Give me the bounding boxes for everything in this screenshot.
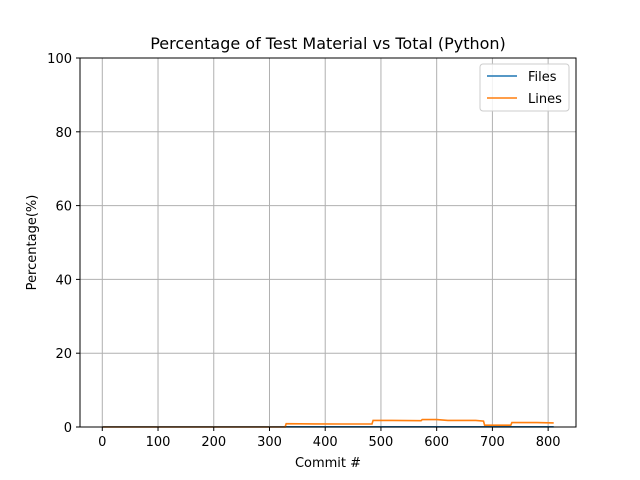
x-tick-label: 200 [201,435,226,450]
y-axis-ticks: 0 20 40 60 80 100 [47,52,80,436]
x-tick-label: 500 [369,435,394,450]
y-tick-label: 40 [55,273,72,288]
y-tick-label: 80 [55,126,72,141]
series-line-lines [102,418,554,428]
x-tick-label: 400 [313,435,338,450]
x-tick-label: 600 [424,435,449,450]
x-tick-label: 300 [257,435,282,450]
x-axis-ticks: 0 100 200 300 400 500 600 700 800 [98,427,561,450]
y-tick-label: 60 [55,200,72,215]
legend: Files Lines [479,63,570,112]
x-tick-label: 0 [98,435,106,450]
x-tick-label: 800 [536,435,561,450]
chart-title: Percentage of Test Material vs Total (Py… [150,34,506,53]
y-tick-label: 0 [64,421,72,436]
x-tick-label: 100 [146,435,171,450]
plot-area-frame [79,57,577,428]
y-tick-label: 20 [55,347,72,362]
x-tick-label: 700 [480,435,505,450]
x-axis-label: Commit # [295,456,361,471]
legend-label-lines: Lines [528,92,562,107]
legend-label-files: Files [528,70,557,85]
series-lines [102,418,554,428]
grid-lines [80,57,576,428]
y-tick-label: 100 [47,52,72,67]
y-axis-label: Percentage(%) [25,195,40,291]
